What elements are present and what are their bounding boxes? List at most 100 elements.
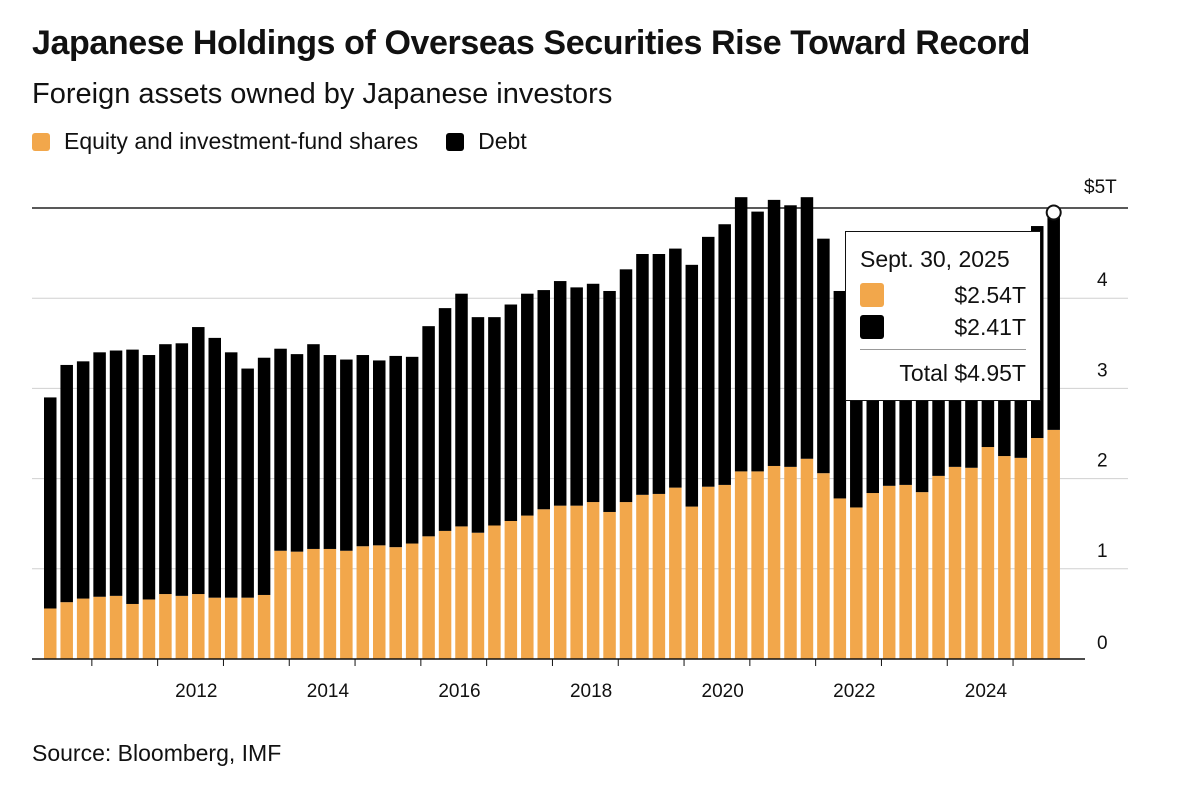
bar-equity[interactable] — [1014, 457, 1028, 659]
bar-equity[interactable] — [899, 484, 912, 659]
bar-debt[interactable] — [274, 348, 287, 551]
bar-equity[interactable] — [882, 485, 896, 659]
bar-equity[interactable] — [208, 597, 222, 659]
bar-equity[interactable] — [241, 597, 254, 659]
bar-debt[interactable] — [76, 361, 90, 599]
bar-debt[interactable] — [60, 364, 73, 603]
bar-equity[interactable] — [734, 471, 748, 659]
bar-equity[interactable] — [521, 515, 534, 659]
bar-debt[interactable] — [44, 397, 57, 609]
bar-equity[interactable] — [488, 525, 501, 660]
bar-equity[interactable] — [60, 602, 73, 659]
bar-equity[interactable] — [702, 486, 715, 659]
bar-equity[interactable] — [159, 594, 172, 659]
bar-equity[interactable] — [817, 473, 830, 659]
bar-equity[interactable] — [224, 597, 238, 659]
bar-debt[interactable] — [619, 269, 633, 503]
bar-debt[interactable] — [521, 293, 534, 516]
latest-point-marker[interactable] — [1045, 204, 1062, 221]
bar-debt[interactable] — [817, 238, 830, 474]
bar-equity[interactable] — [405, 543, 419, 659]
bar-equity[interactable] — [192, 594, 205, 659]
bar-equity[interactable] — [965, 467, 978, 659]
bar-equity[interactable] — [833, 498, 847, 659]
bar-equity[interactable] — [93, 596, 106, 659]
bar-debt[interactable] — [669, 248, 682, 488]
bar-equity[interactable] — [932, 475, 945, 659]
bar-equity[interactable] — [356, 546, 370, 659]
bar-equity[interactable] — [685, 506, 699, 659]
bar-debt[interactable] — [718, 224, 731, 485]
bar-equity[interactable] — [307, 548, 320, 659]
bar-equity[interactable] — [323, 548, 337, 659]
bar-equity[interactable] — [438, 530, 452, 659]
bar-equity[interactable] — [915, 492, 929, 659]
bar-equity[interactable] — [981, 447, 995, 659]
bar-equity[interactable] — [800, 458, 814, 659]
bar-equity[interactable] — [373, 545, 386, 659]
bar-equity[interactable] — [389, 547, 402, 659]
bar-equity[interactable] — [1047, 429, 1060, 659]
bar-debt[interactable] — [389, 355, 402, 548]
bar-debt[interactable] — [142, 355, 156, 600]
bar-equity[interactable] — [570, 505, 583, 659]
bar-equity[interactable] — [504, 520, 518, 659]
bar-debt[interactable] — [504, 304, 518, 521]
bar-equity[interactable] — [751, 471, 764, 659]
bar-debt[interactable] — [290, 354, 304, 552]
bar-equity[interactable] — [586, 502, 600, 659]
bar-debt[interactable] — [455, 293, 468, 527]
bar-equity[interactable] — [44, 608, 57, 659]
bar-debt[interactable] — [159, 344, 172, 595]
bar-equity[interactable] — [866, 493, 880, 659]
bar-equity[interactable] — [257, 594, 271, 659]
bar-equity[interactable] — [652, 493, 666, 659]
bar-equity[interactable] — [76, 598, 90, 659]
bar-debt[interactable] — [241, 368, 254, 598]
bar-equity[interactable] — [767, 465, 781, 659]
bar-debt[interactable] — [307, 344, 320, 549]
bar-debt[interactable] — [323, 355, 337, 549]
bar-debt[interactable] — [488, 317, 501, 526]
bar-debt[interactable] — [586, 283, 600, 503]
bar-debt[interactable] — [702, 236, 715, 487]
bar-equity[interactable] — [669, 487, 682, 659]
bar-debt[interactable] — [175, 343, 189, 596]
bar-equity[interactable] — [290, 551, 304, 659]
bar-debt[interactable] — [734, 197, 748, 472]
bar-debt[interactable] — [636, 254, 649, 495]
bar-debt[interactable] — [553, 281, 567, 506]
legend-item-debt[interactable]: Debt — [446, 128, 527, 155]
bar-equity[interactable] — [455, 526, 468, 659]
bar-equity[interactable] — [998, 456, 1011, 659]
bar-equity[interactable] — [109, 595, 123, 659]
bar-debt[interactable] — [340, 359, 353, 551]
bar-debt[interactable] — [685, 264, 699, 507]
bar-debt[interactable] — [373, 360, 386, 546]
bar-debt[interactable] — [224, 352, 238, 598]
bar-debt[interactable] — [109, 350, 123, 596]
bar-debt[interactable] — [471, 317, 485, 533]
bar-equity[interactable] — [142, 599, 156, 659]
bar-equity[interactable] — [718, 484, 731, 659]
bar-debt[interactable] — [192, 327, 205, 595]
bar-debt[interactable] — [800, 197, 814, 459]
bar-equity[interactable] — [603, 511, 616, 659]
bar-debt[interactable] — [438, 308, 452, 531]
bar-equity[interactable] — [1031, 438, 1044, 659]
bar-debt[interactable] — [751, 211, 764, 472]
bar-debt[interactable] — [356, 355, 370, 547]
bar-equity[interactable] — [553, 505, 567, 659]
bar-debt[interactable] — [603, 290, 616, 512]
bar-debt[interactable] — [126, 349, 139, 604]
bar-equity[interactable] — [537, 509, 551, 659]
bar-debt[interactable] — [257, 357, 271, 595]
bar-equity[interactable] — [948, 466, 962, 659]
bar-debt[interactable] — [405, 356, 419, 544]
bar-equity[interactable] — [471, 532, 485, 659]
bar-debt[interactable] — [767, 199, 781, 466]
bar-equity[interactable] — [274, 550, 287, 659]
bar-debt[interactable] — [652, 254, 666, 494]
bar-equity[interactable] — [422, 536, 435, 659]
bar-debt[interactable] — [208, 337, 222, 598]
